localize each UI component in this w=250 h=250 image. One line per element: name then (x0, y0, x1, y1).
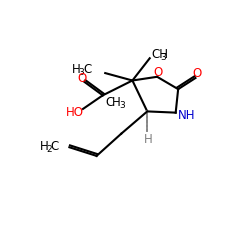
Text: HO: HO (66, 106, 84, 119)
Text: O: O (192, 67, 201, 80)
Text: O: O (77, 72, 86, 85)
Text: O: O (154, 66, 163, 79)
Text: H: H (112, 96, 121, 109)
Text: 3: 3 (119, 102, 124, 110)
Text: 3: 3 (160, 53, 166, 62)
Text: C: C (105, 96, 114, 109)
Text: H: H (40, 140, 48, 152)
Text: 3: 3 (78, 68, 84, 77)
Text: C: C (83, 63, 91, 76)
Text: CH: CH (151, 48, 168, 61)
Text: C: C (51, 140, 59, 152)
Text: 2: 2 (46, 145, 52, 154)
Text: H: H (144, 133, 153, 146)
Text: H: H (72, 63, 80, 76)
Text: NH: NH (178, 109, 196, 122)
